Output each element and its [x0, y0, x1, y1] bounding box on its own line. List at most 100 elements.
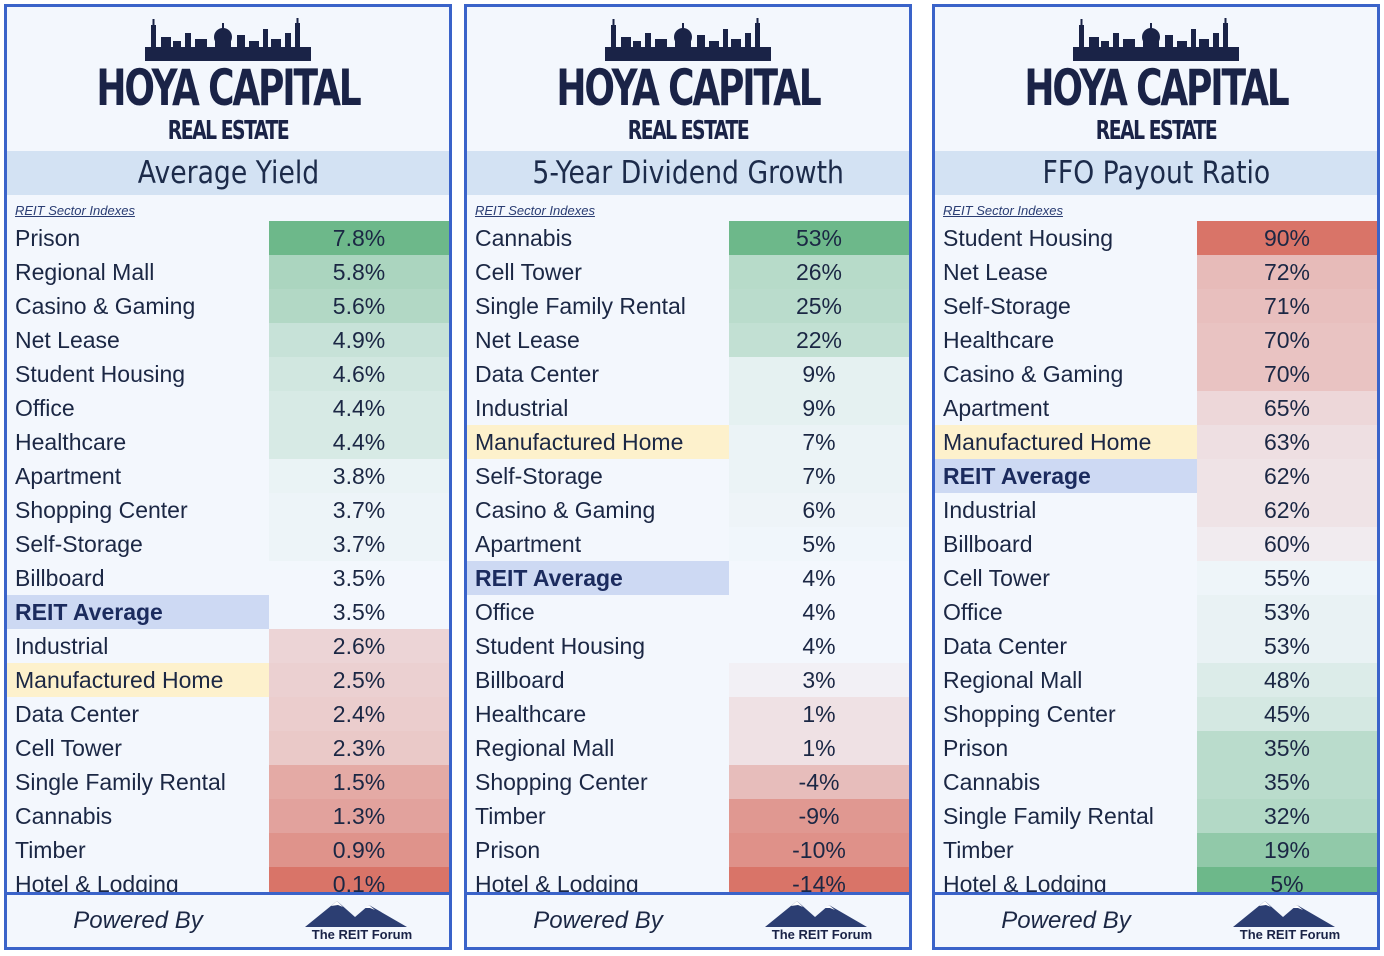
table-row: Manufactured Home 2.5% — [7, 663, 449, 697]
table-row: Cannabis 35% — [935, 765, 1377, 799]
sector-value: -9% — [729, 799, 909, 833]
brand-name: HOYA CAPITAL — [1024, 59, 1289, 117]
table-row: Regional Mall 5.8% — [7, 255, 449, 289]
table-row: Healthcare 4.4% — [7, 425, 449, 459]
table-row: Cell Tower 26% — [467, 255, 909, 289]
sector-label: Office — [943, 599, 1003, 625]
sector-label: Cell Tower — [943, 565, 1050, 591]
table-row: Billboard 3.5% — [7, 561, 449, 595]
sector-label: Healthcare — [15, 429, 127, 455]
table-row: Data Center 9% — [467, 357, 909, 391]
sector-label: Casino & Gaming — [475, 497, 656, 523]
sector-value: 2.3% — [269, 731, 449, 765]
table-row: Casino & Gaming 6% — [467, 493, 909, 527]
sector-label: Prison — [15, 225, 81, 251]
sector-value: 2.4% — [269, 697, 449, 731]
sector-value: 63% — [1197, 425, 1377, 459]
forum-name: The REIT Forum — [1239, 927, 1341, 942]
sector-label: Casino & Gaming — [15, 293, 196, 319]
table-row: Prison 7.8% — [7, 221, 449, 255]
panel-average-yield: HOYA CAPITAL REAL ESTATE Average Yield R… — [4, 4, 452, 950]
table-row: Data Center 53% — [935, 629, 1377, 663]
sector-label: Healthcare — [475, 701, 587, 727]
sector-label: Student Housing — [943, 225, 1114, 251]
skyline-icon — [605, 18, 771, 61]
sector-label: Self-Storage — [15, 531, 143, 557]
sector-indexes-caption: REIT Sector Indexes — [943, 203, 1063, 218]
sector-label: Apartment — [475, 531, 582, 557]
sector-value: 60% — [1197, 527, 1377, 561]
sector-label: Shopping Center — [475, 769, 648, 795]
table-row: Self-Storage 71% — [935, 289, 1377, 323]
sector-label: Industrial — [475, 395, 569, 421]
sector-value: 7% — [729, 459, 909, 493]
sector-value: 1% — [729, 731, 909, 765]
sector-value: 70% — [1197, 357, 1377, 391]
sector-label: Casino & Gaming — [943, 361, 1124, 387]
table-row: Shopping Center 45% — [935, 697, 1377, 731]
sector-value: 5.8% — [269, 255, 449, 289]
table-row: REIT Average 4% — [467, 561, 909, 595]
sector-label: Cannabis — [475, 225, 573, 251]
table-row: Regional Mall 48% — [935, 663, 1377, 697]
table-row: Student Housing 90% — [935, 221, 1377, 255]
table-row: Timber -9% — [467, 799, 909, 833]
table-row: REIT Average 3.5% — [7, 595, 449, 629]
table-row: Industrial 62% — [935, 493, 1377, 527]
table-row: REIT Average 62% — [935, 459, 1377, 493]
skyline-icon — [145, 18, 311, 61]
table-row: Industrial 9% — [467, 391, 909, 425]
sector-value: 9% — [729, 357, 909, 391]
sector-value: 4.6% — [269, 357, 449, 391]
sector-value: 19% — [1197, 833, 1377, 867]
table-row: Prison -10% — [467, 833, 909, 867]
table-row: Cell Tower 2.3% — [7, 731, 449, 765]
table-row: Timber 19% — [935, 833, 1377, 867]
sector-label: Data Center — [943, 633, 1068, 659]
table-row: Student Housing 4% — [467, 629, 909, 663]
brand-subtitle: REAL ESTATE — [1095, 116, 1218, 146]
sector-value: 3.7% — [269, 527, 449, 561]
sector-label: Cannabis — [15, 803, 113, 829]
sector-label: Industrial — [943, 497, 1037, 523]
table-row: Manufactured Home 63% — [935, 425, 1377, 459]
sector-label: Shopping Center — [15, 497, 188, 523]
sector-indexes-caption: REIT Sector Indexes — [475, 203, 595, 218]
mountain-icon — [1233, 901, 1335, 927]
sector-label: Manufactured Home — [7, 663, 269, 697]
sector-label: Net Lease — [943, 259, 1048, 285]
sector-value: 7% — [729, 425, 909, 459]
table-row: Shopping Center -4% — [467, 765, 909, 799]
table-row: Apartment 65% — [935, 391, 1377, 425]
table-row: Industrial 2.6% — [7, 629, 449, 663]
sector-value: 1.3% — [269, 799, 449, 833]
sector-value: 35% — [1197, 731, 1377, 765]
table-row: Casino & Gaming 5.6% — [7, 289, 449, 323]
hoya-capital-logo: HOYA CAPITAL REAL ESTATE — [935, 17, 1377, 153]
sector-label: REIT Average — [935, 459, 1197, 493]
footer: Powered By The REIT Forum — [7, 892, 449, 947]
powered-by-label: Powered By — [533, 907, 663, 934]
table-row: Single Family Rental 32% — [935, 799, 1377, 833]
panel-dividend-growth: HOYA CAPITAL REAL ESTATE 5-Year Dividend… — [464, 4, 912, 950]
sector-value: 7.8% — [269, 221, 449, 255]
footer: Powered By The REIT Forum — [467, 892, 909, 947]
sector-indexes-caption: REIT Sector Indexes — [15, 203, 135, 218]
table-row: Office 4.4% — [7, 391, 449, 425]
sector-value: 1% — [729, 697, 909, 731]
sector-label: Data Center — [475, 361, 600, 387]
sector-value: 53% — [729, 221, 909, 255]
table-row: Office 4% — [467, 595, 909, 629]
sector-value: 4% — [729, 561, 909, 595]
sector-label: Single Family Rental — [943, 803, 1154, 829]
sector-label: Student Housing — [475, 633, 646, 659]
brand-name: HOYA CAPITAL — [96, 59, 361, 117]
brand-subtitle: REAL ESTATE — [167, 116, 290, 146]
hoya-capital-logo: HOYA CAPITAL REAL ESTATE — [467, 17, 909, 153]
sector-label: Cell Tower — [475, 259, 582, 285]
reit-forum-logo: The REIT Forum — [1225, 897, 1355, 945]
sector-value: 90% — [1197, 221, 1377, 255]
table-row: Single Family Rental 1.5% — [7, 765, 449, 799]
sector-label: Regional Mall — [475, 735, 615, 761]
sector-value: 62% — [1197, 459, 1377, 493]
